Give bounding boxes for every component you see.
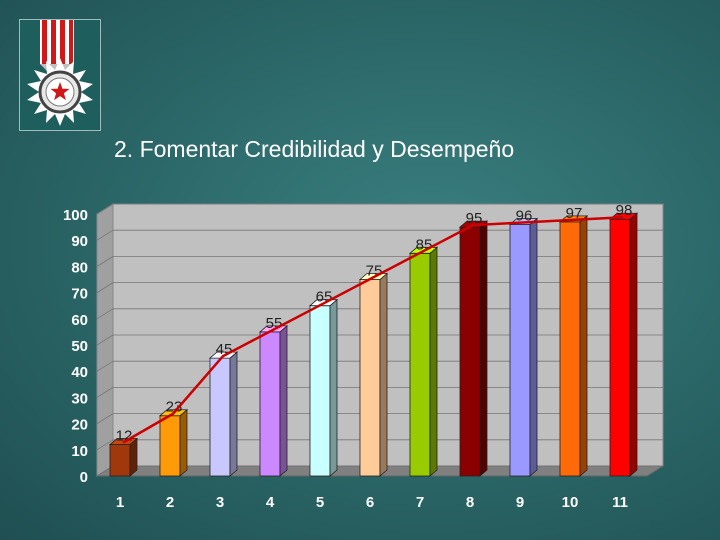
bar xyxy=(509,224,531,477)
x-tick-label: 11 xyxy=(612,494,628,511)
bar xyxy=(609,218,631,477)
bar xyxy=(409,252,431,477)
bar-side xyxy=(629,212,638,477)
x-tick-label: 8 xyxy=(466,494,474,511)
bar xyxy=(459,226,481,477)
gridline-side xyxy=(96,282,114,293)
bar-side xyxy=(429,246,438,477)
bar xyxy=(359,279,381,477)
gridline-side xyxy=(96,413,114,424)
gridline-side xyxy=(96,387,114,398)
y-tick-label: 70 xyxy=(71,286,88,303)
y-tick-label: 50 xyxy=(71,338,88,355)
bar-side xyxy=(329,298,338,477)
bar xyxy=(109,444,131,477)
gridline-side xyxy=(96,203,114,215)
data-label: 96 xyxy=(516,207,533,224)
gridline-side xyxy=(96,256,114,267)
gridline-side xyxy=(96,229,114,241)
y-tick-label: 10 xyxy=(71,443,88,460)
gridline-side xyxy=(96,360,114,372)
data-label: 98 xyxy=(616,202,633,219)
data-label: 97 xyxy=(566,205,583,222)
y-tick-label: 40 xyxy=(71,364,88,381)
bar-side xyxy=(579,214,588,477)
y-tick-label: 90 xyxy=(71,233,88,250)
bar-side xyxy=(229,351,238,477)
gridline-side xyxy=(96,439,114,451)
bar xyxy=(309,305,331,477)
bar xyxy=(209,357,231,477)
bar-side xyxy=(479,220,488,477)
y-tick-label: 30 xyxy=(71,390,88,407)
slide-title: 2. Fomentar Credibilidad y Desempeño xyxy=(114,136,515,162)
bar xyxy=(559,221,581,477)
bar-side xyxy=(379,272,388,477)
x-tick-label: 9 xyxy=(516,494,524,511)
gridline-side xyxy=(96,334,114,346)
x-tick-label: 4 xyxy=(266,494,275,511)
x-tick-label: 5 xyxy=(316,494,324,511)
x-tick-label: 2 xyxy=(166,494,174,511)
data-label: 95 xyxy=(466,210,483,227)
bar-side xyxy=(179,408,188,477)
trend-line xyxy=(122,215,624,444)
y-tick-label: 0 xyxy=(80,469,88,486)
bar xyxy=(259,331,281,477)
x-tick-label: 10 xyxy=(562,494,579,511)
bar xyxy=(159,415,181,477)
y-tick-label: 80 xyxy=(71,259,88,276)
data-label: 23 xyxy=(166,399,183,416)
x-tick-label: 7 xyxy=(416,494,424,511)
y-tick-label: 100 xyxy=(63,207,88,224)
y-tick-label: 60 xyxy=(71,312,88,329)
gridline-side xyxy=(96,308,114,320)
x-tick-label: 3 xyxy=(216,494,224,511)
x-tick-label: 6 xyxy=(366,494,374,511)
y-tick-label: 20 xyxy=(71,417,88,434)
bar-side xyxy=(529,217,538,477)
medal-icon xyxy=(19,19,101,131)
x-tick-label: 1 xyxy=(116,494,124,511)
bar-side xyxy=(279,325,288,477)
